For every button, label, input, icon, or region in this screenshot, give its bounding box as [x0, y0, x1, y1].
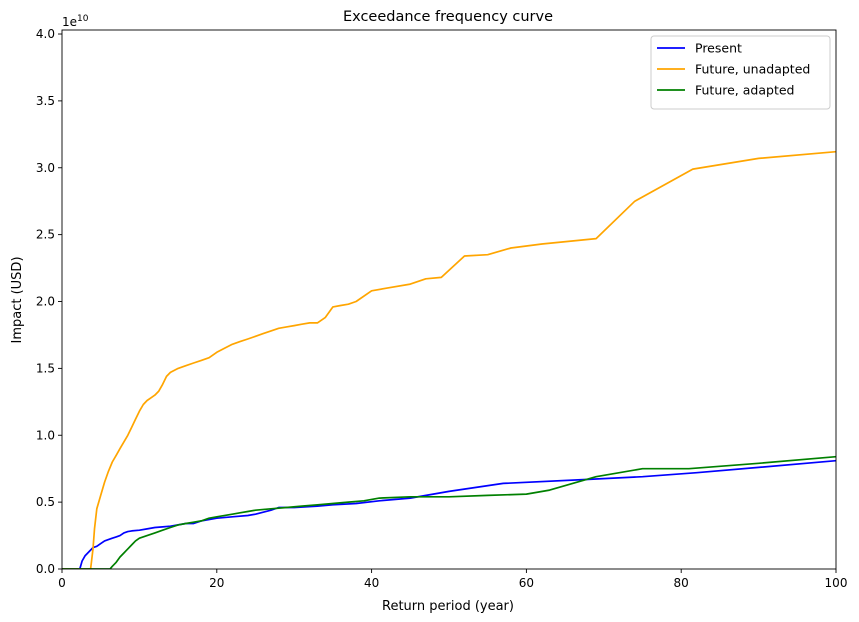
- legend-box: [650, 35, 831, 110]
- x-tick-label: 20: [209, 576, 224, 590]
- legend: Present Future, unadapted Future, adapted: [650, 35, 831, 110]
- y-tick-label: 0.5: [36, 495, 55, 509]
- x-axis-label: Return period (year): [382, 599, 514, 614]
- y-tick-label: 4.0: [36, 27, 55, 41]
- axes-layer: 0 20 40 60 80 100 0.0 0.5 1.0 1.5 2.0 2.5 3.0 3.5 4.0: [36, 27, 848, 590]
- series-layer: [62, 150, 836, 569]
- legend-label: Present: [695, 41, 742, 56]
- y-tick-label: 0.0: [36, 562, 55, 576]
- x-tick-label: 60: [519, 576, 534, 590]
- y-tick-label: 1.5: [36, 361, 55, 375]
- x-tick-label: 0: [58, 576, 66, 590]
- y-offset-label: 1e10: [62, 14, 89, 29]
- y-offset-exponent: 10: [77, 14, 89, 24]
- series-line-2: [62, 455, 836, 569]
- x-tick-label: 100: [825, 576, 848, 590]
- x-tick-label: 80: [674, 576, 689, 590]
- y-tick-label: 2.0: [36, 295, 55, 309]
- chart-title: Exceedance frequency curve: [343, 9, 553, 25]
- series-line-0: [62, 459, 836, 569]
- y-tick-label: 3.5: [36, 94, 55, 108]
- legend-label: Future, unadapted: [695, 62, 810, 77]
- legend-label: Future, adapted: [695, 83, 794, 98]
- x-tick-label: 40: [364, 576, 379, 590]
- plot-frame: [61, 29, 837, 570]
- y-axis-label: Impact (USD): [10, 256, 25, 343]
- y-tick-label: 2.5: [36, 228, 55, 242]
- series-line-1: [62, 150, 836, 569]
- y-tick-label: 3.0: [36, 161, 55, 175]
- y-tick-label: 1.0: [36, 428, 55, 442]
